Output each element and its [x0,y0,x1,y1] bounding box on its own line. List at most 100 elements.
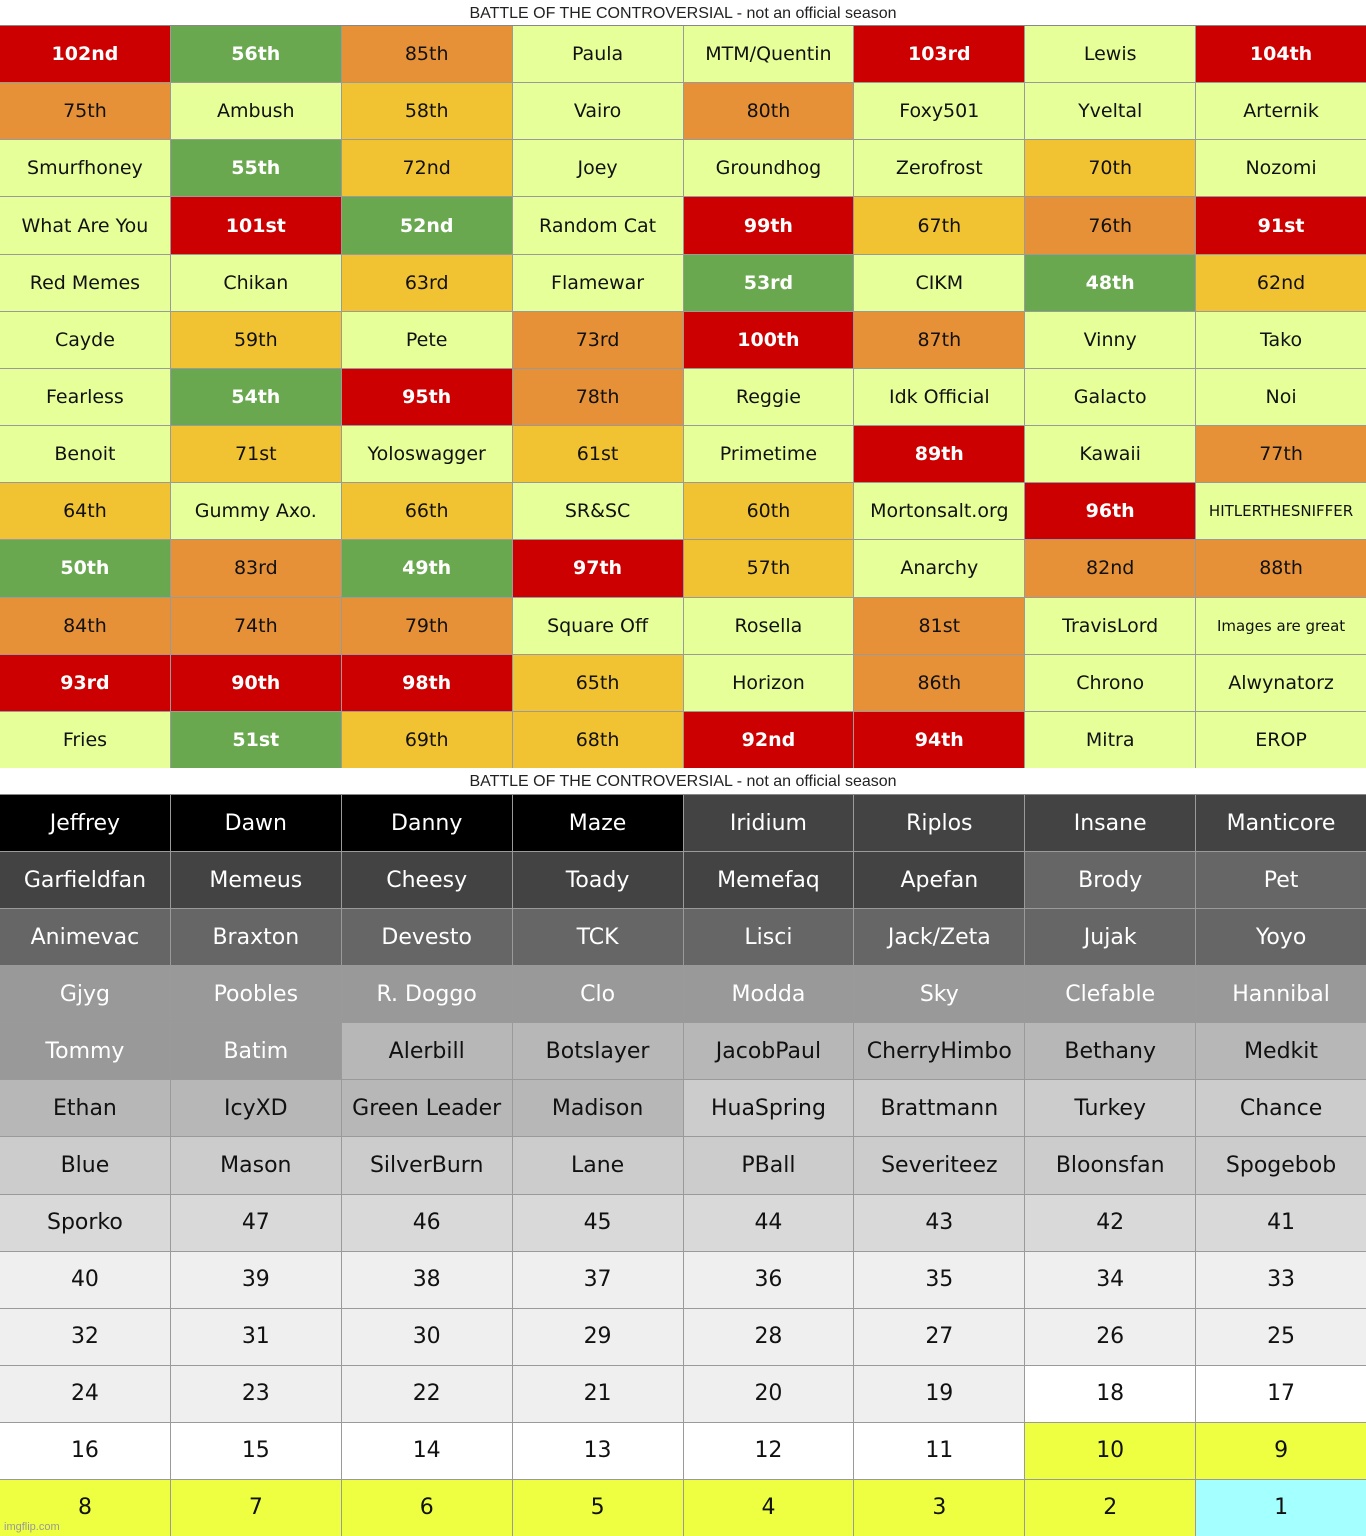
cell: Severiteez [854,1137,1025,1194]
cell: 12 [683,1422,854,1479]
cell: 10 [1025,1422,1196,1479]
cell: Flamewar [512,254,683,311]
cell: EROP [1196,711,1366,768]
cell: Toady [512,852,683,909]
cell: 41 [1196,1194,1366,1251]
cell: Lane [512,1137,683,1194]
cell: Manticore [1196,795,1366,852]
cell: Benoit [0,426,170,483]
cell: Brattmann [854,1080,1025,1137]
cell: 60th [683,483,854,540]
cell: 52nd [341,197,512,254]
cell: Madison [512,1080,683,1137]
cell: Yoloswagger [341,426,512,483]
cell: Nozomi [1196,140,1366,197]
cell: Smurfhoney [0,140,170,197]
cell: Green Leader [341,1080,512,1137]
cell: SilverBurn [341,1137,512,1194]
cell: Ambush [170,83,341,140]
cell: Fries [0,711,170,768]
cell: Animevac [0,909,170,966]
cell: Sporko [0,1194,170,1251]
cell: 31 [170,1308,341,1365]
cell: R. Doggo [341,966,512,1023]
cell: 3 [854,1479,1025,1536]
cell: 90th [170,654,341,711]
cell: Paula [512,26,683,83]
cell: TCK [512,909,683,966]
cell: SR&SC [512,483,683,540]
cell: Jack/Zeta [854,909,1025,966]
cell: 21 [512,1365,683,1422]
cell: 36 [683,1251,854,1308]
cell: JacobPaul [683,1023,854,1080]
cell: 40 [0,1251,170,1308]
cell: Garfieldfan [0,852,170,909]
grid: 102nd 56th 85th Paula MTM/Quentin 103rd Lewis 1… [0,26,1366,768]
cell: 24 [0,1365,170,1422]
cell: 81st [854,597,1025,654]
cell: 45 [512,1194,683,1251]
cell: 100th [683,311,854,368]
cell: 30 [341,1308,512,1365]
table-title: BATTLE OF THE CONTROVERSIAL - not an off… [0,768,1366,795]
cell: Cayde [0,311,170,368]
cell: 14 [341,1422,512,1479]
cell: Zerofrost [854,140,1025,197]
cell: Devesto [341,909,512,966]
table-section: BATTLE OF THE CONTROVERSIAL - not an off… [0,768,1366,1536]
cell: Modda [683,966,854,1023]
cell: 66th [341,483,512,540]
cell: 77th [1196,426,1366,483]
cell: Noi [1196,368,1366,426]
cell: 63rd [341,254,512,311]
cell: 13 [512,1422,683,1479]
cell: 99th [683,197,854,254]
cell: Riplos [854,795,1025,852]
cell: Tako [1196,311,1366,368]
cell: Iridium [683,795,854,852]
cell: 74th [170,597,341,654]
cell: Maze [512,795,683,852]
cell: 15 [170,1422,341,1479]
cell: Clefable [1025,966,1196,1023]
cell: Galacto [1025,368,1196,426]
cell: CIKM [854,254,1025,311]
cell: Spogebob [1196,1137,1366,1194]
cell: 7 [170,1479,341,1536]
cell: Primetime [683,426,854,483]
cell: 27 [854,1308,1025,1365]
cell: 57th [683,540,854,597]
cell: Joey [512,140,683,197]
cell: 32 [0,1308,170,1365]
cell: Pete [341,311,512,368]
cell: Red Memes [0,254,170,311]
cell: Arternik [1196,83,1366,140]
cell: Horizon [683,654,854,711]
cell: 94th [854,711,1025,768]
table-section: BATTLE OF THE CONTROVERSIAL - not an off… [0,5,1366,768]
cell: Insane [1025,795,1196,852]
cell: MTM/Quentin [683,26,854,83]
cell: 96th [1025,483,1196,540]
cell: 84th [0,597,170,654]
cell: 35 [854,1251,1025,1308]
grid: Jeffrey Dawn Danny Maze Iridium Riplos Insane M… [0,795,1366,1536]
cell: 19 [854,1365,1025,1422]
cell: 75th [0,83,170,140]
cell: HuaSpring [683,1080,854,1137]
cell: 59th [170,311,341,368]
cell: 20 [683,1365,854,1422]
cell: Rosella [683,597,854,654]
cell: 4 [683,1479,854,1536]
cell: Mason [170,1137,341,1194]
cell: Turkey [1025,1080,1196,1137]
cell: 68th [512,711,683,768]
cell: What Are You [0,197,170,254]
cell: 25 [1196,1308,1366,1365]
cell: 82nd [1025,540,1196,597]
cell: 73rd [512,311,683,368]
cell: 50th [0,540,170,597]
cell: HITLERTHESNIFFER [1196,483,1366,540]
